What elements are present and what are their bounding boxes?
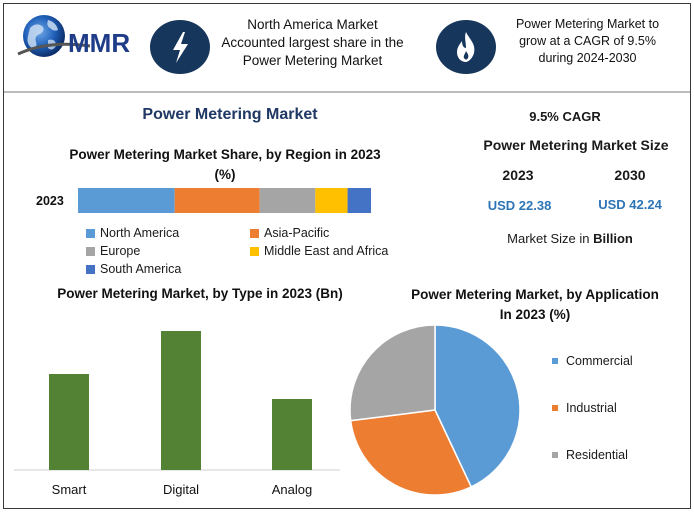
- legend-label: Industrial: [566, 401, 617, 415]
- type-bar-digital: [161, 331, 201, 470]
- main-title: Power Metering Market: [142, 106, 318, 123]
- year-2023: 2023: [502, 167, 534, 183]
- application-chart-title: Power Metering Market, by Application In…: [411, 287, 659, 322]
- legend-swatch: [552, 405, 558, 411]
- pie-slice-industrial: [349, 409, 473, 496]
- market-size-note: Market Size in Billion: [480, 231, 660, 246]
- type-tick-label-digital: Digital: [163, 482, 199, 497]
- legend-swatch: [552, 358, 558, 364]
- logo-text: MMR: [68, 28, 130, 58]
- legend-item-middle-east-and-africa: Middle East and Africa: [250, 244, 388, 258]
- market-size-note-prefix: Market Size in: [507, 231, 594, 246]
- legend-label: Asia-Pacific: [264, 226, 330, 240]
- type-bar-analog: [272, 399, 312, 470]
- legend-swatch: [86, 264, 95, 274]
- legend-swatch: [86, 246, 95, 256]
- region-segment-north-america: [78, 188, 175, 213]
- cagr-label: 9.5% CAGR: [529, 109, 601, 124]
- lightning-icon: [150, 20, 210, 74]
- region-segment-south-america: [347, 188, 371, 213]
- legend-label: Europe: [100, 244, 141, 258]
- legend-swatch: [86, 228, 95, 238]
- region-chart-title: Power Metering Market Share, by Region i…: [69, 147, 381, 182]
- type-bar-chart: Smart Digital Analog: [14, 331, 340, 497]
- region-category-label: 2023: [36, 194, 64, 208]
- legend-item-north-america: North America: [86, 226, 179, 240]
- pie-slice-commercial: [434, 324, 521, 488]
- legend-swatch: [250, 228, 259, 238]
- region-segment-middle-east-and-africa: [315, 188, 348, 213]
- application-pie-chart: [349, 324, 521, 496]
- header-fact-cagr: Power Metering Market to grow at a CAGR …: [515, 17, 660, 65]
- header-divider: [4, 91, 690, 93]
- year-2030: 2030: [614, 167, 646, 183]
- infographic-frame: [3, 3, 691, 509]
- legend-label: South America: [100, 262, 182, 276]
- mmr-logo: MMR: [12, 8, 142, 68]
- region-segment-asia-pacific: [174, 188, 260, 213]
- pie-slice-residential: [349, 324, 436, 422]
- market-size-note-unit: Billion: [593, 231, 633, 246]
- legend-item-europe: Europe: [86, 244, 140, 258]
- market-size-title: Power Metering Market Size: [483, 137, 669, 153]
- value-2023: USD 22.38: [487, 198, 552, 213]
- type-bar-smart: [49, 374, 89, 470]
- type-tick-label-analog: Analog: [272, 482, 312, 497]
- region-segment-europe: [259, 188, 316, 213]
- legend-label: Middle East and Africa: [264, 244, 389, 258]
- type-tick-label-smart: Smart: [52, 482, 87, 497]
- legend-label: Residential: [566, 448, 628, 462]
- legend-swatch: [552, 452, 558, 458]
- flame-icon: [436, 20, 496, 74]
- pie-legend-item-industrial: Industrial: [552, 401, 617, 415]
- region-stacked-bar-chart: 2023: [36, 188, 371, 213]
- header-band: [4, 4, 690, 92]
- legend-label: Commercial: [566, 354, 633, 368]
- legend-item-asia-pacific: Asia-Pacific: [250, 226, 329, 240]
- pie-legend-item-commercial: Commercial: [552, 354, 633, 368]
- type-chart-title: Power Metering Market, by Type in 2023 (…: [57, 286, 343, 301]
- pie-legend-item-residential: Residential: [552, 448, 628, 462]
- legend-label: North America: [100, 226, 180, 240]
- legend-swatch: [250, 246, 259, 256]
- legend-item-south-america: South America: [86, 262, 181, 276]
- header-fact-north-america: North America Market Accounted largest s…: [221, 17, 404, 68]
- value-2030: USD 42.24: [598, 197, 662, 212]
